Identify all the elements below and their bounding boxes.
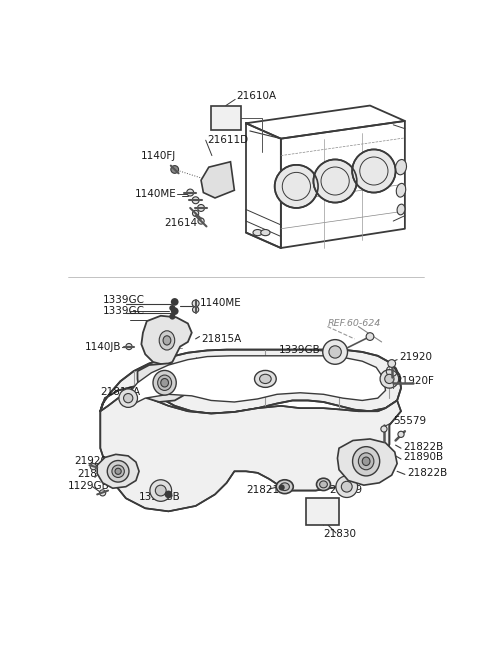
Circle shape (336, 476, 358, 498)
Circle shape (126, 343, 132, 350)
Text: 1339GB: 1339GB (139, 492, 181, 502)
Text: REF.60-624: REF.60-624 (327, 319, 381, 328)
Circle shape (169, 305, 176, 311)
Bar (211, 105, 240, 130)
Text: 21830: 21830 (324, 529, 357, 540)
Circle shape (398, 431, 404, 438)
Text: 1339GC: 1339GC (103, 295, 144, 305)
Text: 1140JB: 1140JB (85, 341, 121, 352)
Circle shape (198, 218, 204, 224)
Circle shape (313, 159, 357, 202)
Ellipse shape (362, 457, 370, 466)
Circle shape (388, 360, 396, 367)
Circle shape (156, 485, 166, 496)
Circle shape (171, 298, 179, 306)
Text: 21810A: 21810A (100, 387, 141, 397)
Ellipse shape (396, 183, 406, 197)
Polygon shape (100, 394, 401, 512)
Ellipse shape (276, 479, 293, 494)
Text: 1339GC: 1339GC (103, 306, 144, 316)
Text: 21890B: 21890B (403, 453, 444, 462)
Circle shape (192, 300, 199, 307)
Ellipse shape (115, 468, 121, 474)
Bar (306, 498, 339, 525)
Text: 1140FJ: 1140FJ (141, 151, 176, 160)
Circle shape (323, 340, 348, 364)
Ellipse shape (353, 447, 380, 476)
Text: 21840: 21840 (77, 468, 110, 479)
Text: 21822B: 21822B (407, 468, 447, 478)
Text: 21920F: 21920F (396, 376, 434, 386)
Text: 1339GB: 1339GB (278, 345, 320, 354)
Ellipse shape (320, 481, 327, 488)
Polygon shape (201, 162, 234, 198)
Ellipse shape (253, 229, 262, 236)
Text: 21610A: 21610A (237, 90, 277, 100)
Ellipse shape (316, 478, 330, 491)
Ellipse shape (163, 336, 171, 345)
Ellipse shape (159, 331, 175, 350)
Ellipse shape (396, 160, 407, 175)
Circle shape (192, 210, 199, 216)
Circle shape (341, 481, 352, 492)
Polygon shape (337, 439, 397, 485)
Circle shape (329, 346, 341, 358)
Ellipse shape (261, 229, 270, 236)
Text: 21920: 21920 (74, 457, 107, 466)
Ellipse shape (157, 375, 172, 390)
Ellipse shape (254, 371, 276, 387)
Circle shape (192, 196, 199, 204)
Circle shape (198, 204, 204, 212)
Text: 21819: 21819 (330, 485, 363, 495)
Ellipse shape (280, 483, 289, 491)
Polygon shape (100, 350, 401, 413)
Ellipse shape (260, 374, 271, 384)
Circle shape (187, 189, 194, 196)
Text: 55579: 55579 (393, 416, 426, 426)
Polygon shape (142, 316, 192, 365)
Ellipse shape (112, 465, 124, 477)
Text: 21821B: 21821B (246, 485, 286, 495)
Text: 21815A: 21815A (201, 334, 241, 344)
Circle shape (275, 165, 318, 208)
Circle shape (192, 307, 199, 312)
Ellipse shape (359, 453, 374, 470)
Text: 21920: 21920 (399, 352, 432, 362)
Circle shape (90, 464, 96, 470)
Polygon shape (137, 364, 192, 402)
Circle shape (119, 389, 137, 407)
Circle shape (278, 485, 285, 491)
Text: 1140ME: 1140ME (135, 189, 177, 199)
Ellipse shape (153, 371, 176, 395)
Circle shape (123, 394, 133, 403)
Polygon shape (128, 356, 385, 406)
Text: 1140ME: 1140ME (200, 297, 241, 308)
Ellipse shape (107, 460, 129, 482)
Text: 21611D: 21611D (207, 135, 248, 145)
Circle shape (169, 314, 176, 320)
Ellipse shape (397, 204, 405, 215)
Circle shape (99, 490, 106, 496)
Circle shape (171, 307, 179, 315)
Circle shape (366, 333, 374, 341)
Ellipse shape (161, 379, 168, 387)
Circle shape (385, 374, 394, 384)
Circle shape (352, 149, 396, 193)
Text: 1129GB: 1129GB (68, 481, 109, 491)
Polygon shape (97, 455, 139, 488)
Text: 21614: 21614 (165, 218, 198, 229)
Circle shape (165, 491, 172, 498)
Circle shape (380, 369, 399, 388)
Circle shape (150, 479, 172, 501)
Circle shape (381, 426, 387, 432)
Circle shape (171, 166, 179, 174)
Text: 21822B: 21822B (403, 441, 444, 452)
